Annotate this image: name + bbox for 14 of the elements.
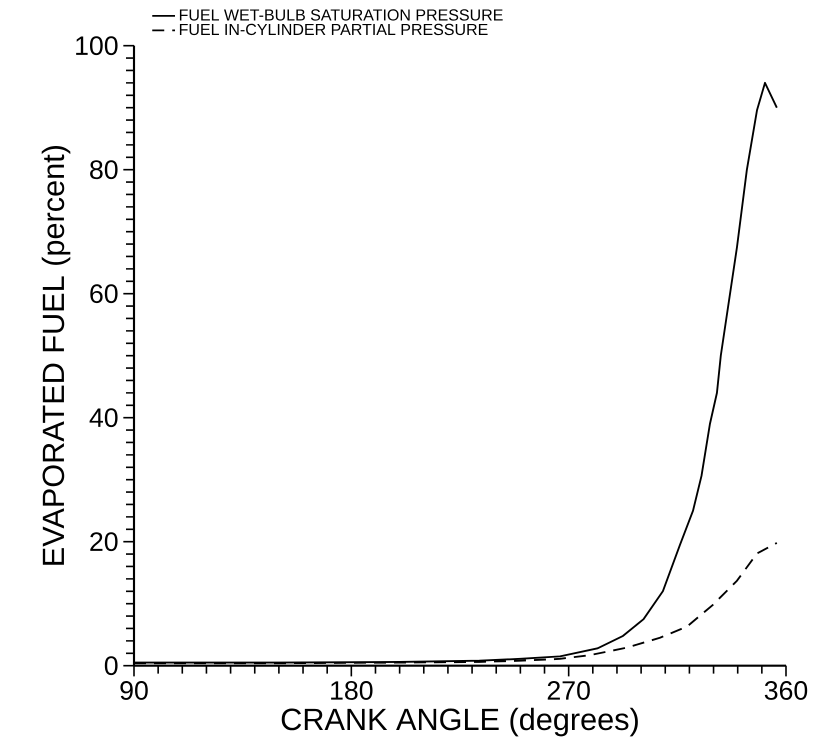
legend-label: FUEL IN-CYLINDER PARTIAL PRESSURE (180, 24, 488, 36)
x-tick-label: 360 (764, 681, 808, 700)
y-tick-label: 100 (76, 36, 118, 56)
y-tick-label: 20 (90, 532, 118, 552)
y-tick-label: 80 (90, 160, 118, 180)
x-tick-label: 180 (331, 681, 373, 700)
x-axis-title: CRANK ANGLE (degrees) (282, 708, 638, 736)
y-tick-label: 60 (90, 284, 118, 304)
legend-label: FUEL WET-BULB SATURATION PRESSURE (180, 9, 503, 21)
y-tick-label: 40 (90, 408, 118, 428)
x-tick-label: 90 (120, 681, 148, 700)
y-axis-title: EVAPORATED FUEL (percent) (42, 146, 70, 565)
x-tick-label: 270 (548, 681, 590, 700)
y-tick-label: 0 (104, 656, 118, 676)
